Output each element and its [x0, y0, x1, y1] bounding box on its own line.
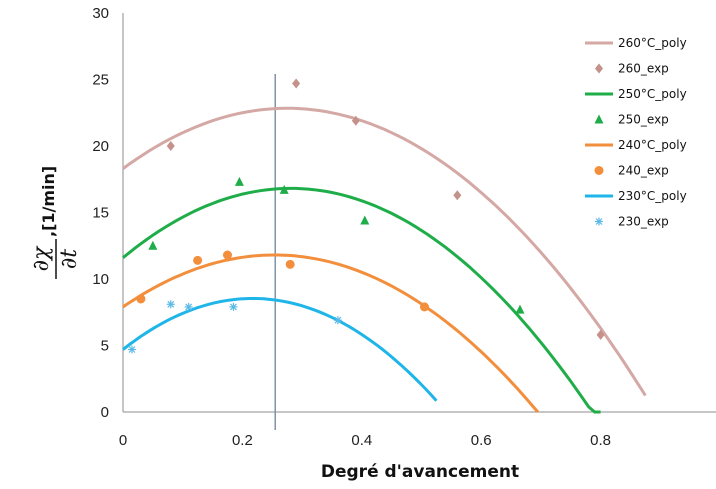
y-tick-label: 10 [92, 271, 109, 288]
x-tick-label: 0.8 [590, 432, 611, 449]
data-point-230-exp [166, 300, 175, 309]
axes [122, 13, 716, 413]
legend-swatch-250-exp [594, 114, 604, 124]
legend-swatch-260-exp [595, 63, 603, 74]
legend-swatch-240-exp [594, 166, 604, 175]
series-line-250-c-poly [122, 186, 601, 414]
data-point-240-exp [136, 294, 146, 304]
points-layer [127, 78, 605, 354]
data-point-240-exp [193, 255, 203, 265]
y-axis-label-numerator: ∂χ [29, 245, 54, 271]
legend: 260°C_poly 260_exp 250°C_poly 250_exp 240°C_… [585, 36, 687, 229]
legend-label-260-exp: 260_exp [618, 62, 669, 76]
data-point-260-exp [453, 190, 462, 201]
legend-label-230-exp: 230_exp [618, 215, 669, 229]
data-point-260-exp [351, 115, 360, 126]
y-tick-label: 20 [92, 138, 109, 155]
data-point-240-exp [285, 259, 295, 269]
y-axis-label-unit: ,[1/min] [39, 166, 58, 237]
data-point-230-exp [229, 302, 238, 311]
data-point-250-exp [148, 240, 158, 250]
data-point-260-exp [166, 141, 175, 151]
legend-label-260-c-poly: 260°C_poly [618, 36, 687, 50]
x-tick-label: 0.4 [351, 432, 372, 449]
legend-swatch-dot-250-c-poly [597, 92, 601, 96]
y-axis-label-denominator: ∂t [57, 249, 82, 269]
y-tick-label: 30 [92, 5, 109, 22]
data-point-230-exp [333, 316, 342, 325]
data-point-250-exp [234, 176, 244, 186]
data-point-260-exp [596, 329, 605, 340]
data-point-250-exp [279, 184, 289, 194]
legend-swatch-230-exp [595, 217, 603, 226]
x-tick-label: 0.6 [471, 432, 492, 449]
y-tick-label: 25 [92, 72, 109, 89]
y-tick-label: 15 [92, 205, 109, 222]
x-tick-label: 0.2 [232, 432, 253, 449]
series-line-230-c-poly [122, 297, 438, 402]
x-tick-label: 0 [119, 432, 127, 449]
legend-label-230-c-poly: 230°C_poly [618, 189, 687, 203]
data-point-240-exp [419, 302, 429, 312]
series-line-260-c-poly [122, 106, 647, 397]
series-line-240-c-poly [122, 253, 540, 413]
y-tick-label: 5 [101, 338, 109, 355]
legend-label-250-c-poly: 250°C_poly [618, 87, 687, 101]
data-point-250-exp [515, 304, 525, 314]
legend-label-240-exp: 240_exp [618, 164, 669, 178]
curves-layer [122, 106, 647, 414]
legend-label-250-exp: 250_exp [618, 113, 669, 127]
data-point-260-exp [292, 78, 301, 89]
data-point-240-exp [222, 250, 232, 260]
data-point-230-exp [127, 345, 136, 354]
legend-label-240-c-poly: 240°C_poly [618, 138, 687, 152]
data-point-230-exp [184, 302, 193, 311]
y-tick-label: 0 [101, 404, 109, 421]
data-point-250-exp [360, 215, 370, 225]
y-axis-label: ∂χ ∂t ,[1/min] [29, 166, 82, 279]
x-axis-label: Degré d'avancement [321, 462, 519, 482]
